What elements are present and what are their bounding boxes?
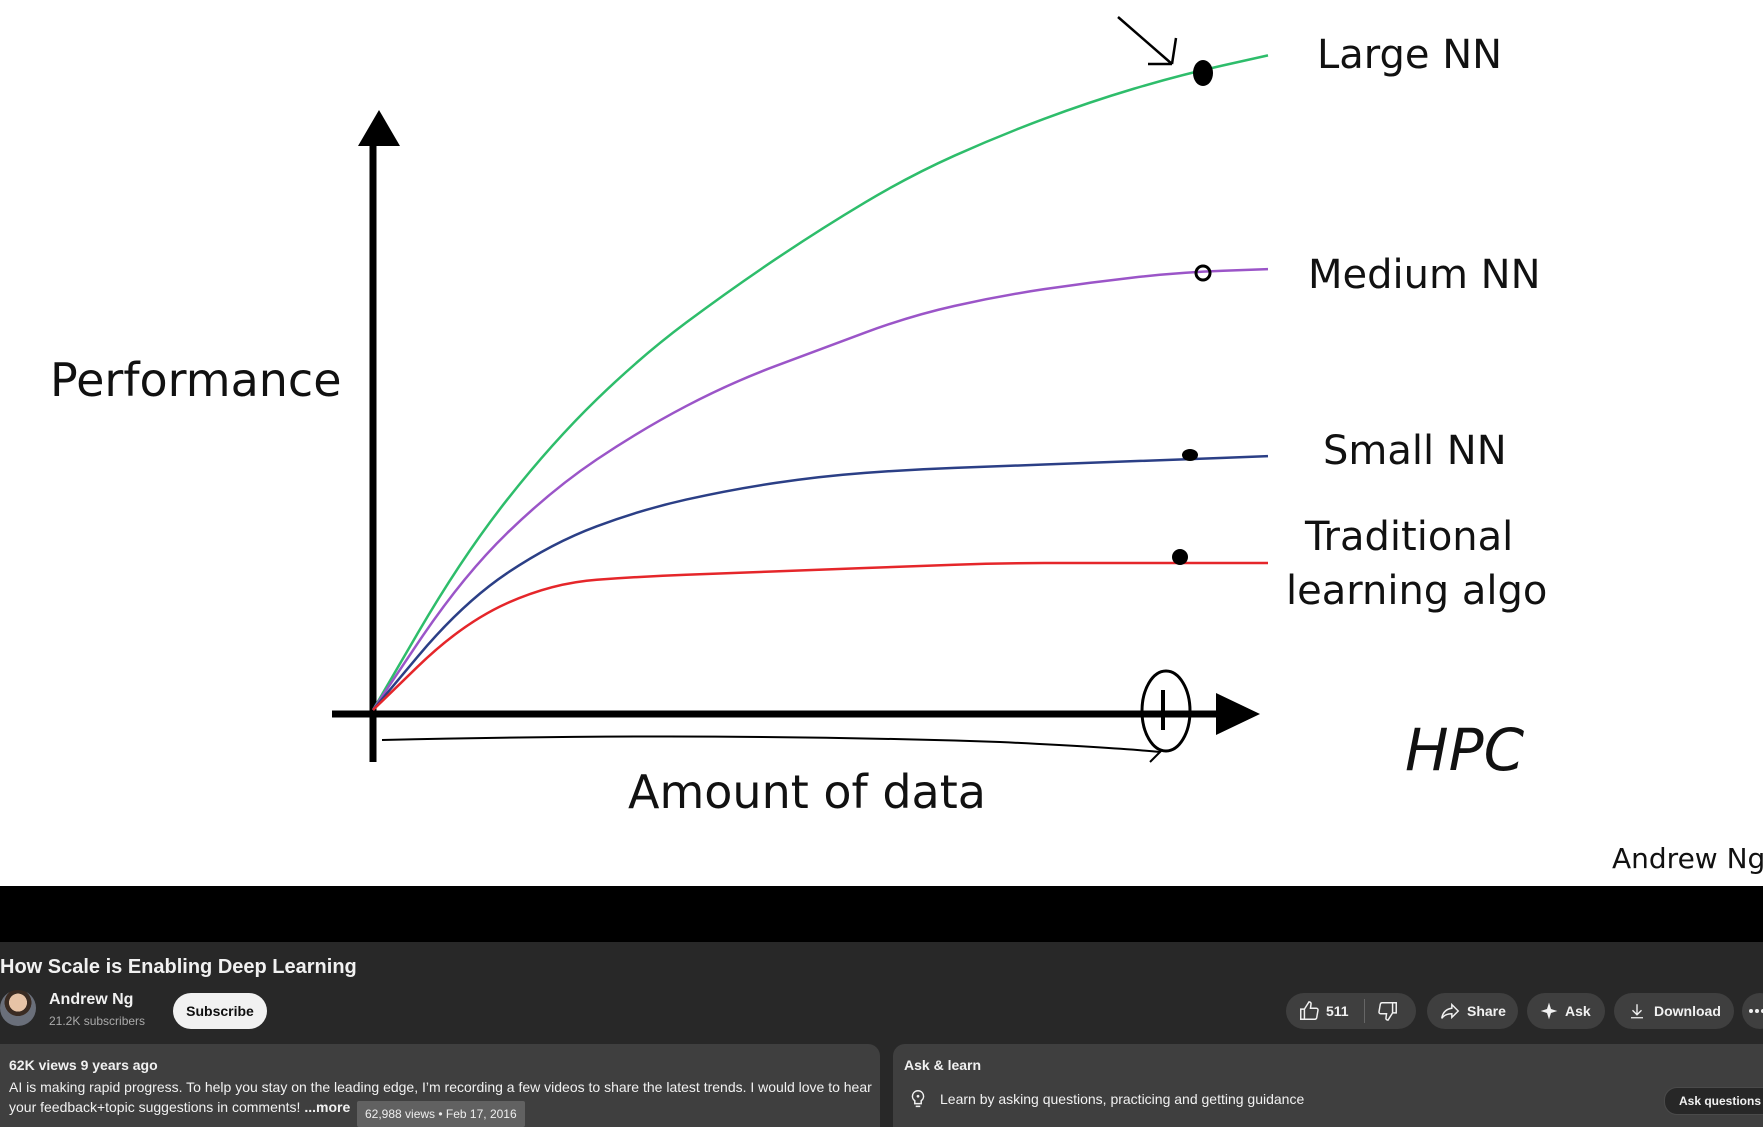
sparkle-icon <box>1540 1002 1558 1020</box>
ask-learn-title: Ask & learn <box>904 1057 982 1073</box>
y-axis-label: Performance <box>50 353 342 407</box>
traditional-label-line2: learning algo <box>1286 568 1547 614</box>
series-line-1 <box>371 267 1269 711</box>
like-count: 511 <box>1326 1003 1349 1019</box>
traditional-marker <box>1172 549 1188 565</box>
views-tooltip: 62,988 views • Feb 17, 2016 <box>357 1101 525 1127</box>
y-axis-arrow <box>358 110 400 146</box>
ask-questions-button[interactable]: Ask questions <box>1664 1087 1763 1115</box>
ask-learn-panel <box>893 1044 1763 1127</box>
player-controls-bar <box>0 886 1763 942</box>
circled-point <box>1140 669 1192 753</box>
medium-nn-label: Medium NN <box>1308 252 1541 298</box>
performance-chart: Performance Amount of data Large NN Medi… <box>50 16 1763 875</box>
ask-button[interactable]: Ask <box>1527 993 1605 1029</box>
large-nn-label: Large NN <box>1317 32 1502 78</box>
avatar[interactable] <box>0 990 36 1026</box>
share-button[interactable]: Share <box>1427 993 1518 1029</box>
x-axis-label: Amount of data <box>628 765 986 819</box>
description-text: AI is making rapid progress. To help you… <box>9 1077 879 1117</box>
large-nn-marker <box>1193 60 1213 86</box>
data-bracket <box>381 735 1163 763</box>
description-body: AI is making rapid progress. To help you… <box>9 1079 872 1115</box>
medium-nn-marker <box>1194 264 1212 282</box>
subscriber-count: 21.2K subscribers <box>49 1014 146 1028</box>
video-player[interactable]: Performance Amount of data Large NN Medi… <box>0 0 1763 886</box>
subscribe-button[interactable]: Subscribe <box>173 993 267 1029</box>
series-line-0 <box>371 54 1269 711</box>
video-title: How Scale is Enabling Deep Learning <box>0 956 357 978</box>
download-button[interactable]: Download <box>1614 993 1734 1029</box>
thumbs-up-icon <box>1300 1001 1319 1020</box>
small-nn-marker <box>1182 449 1198 461</box>
credit-text: Andrew Ng <box>1612 842 1763 875</box>
series-line-2 <box>372 454 1269 711</box>
ask-label: Ask <box>1565 1003 1591 1019</box>
download-icon <box>1631 1004 1643 1019</box>
dislike-button[interactable] <box>1365 1000 1399 1022</box>
lightbulb-icon <box>911 1090 925 1108</box>
traditional-label-line1: Traditional <box>1304 514 1513 560</box>
view-stats: 62K views 9 years ago <box>9 1057 158 1073</box>
channel-name[interactable]: Andrew Ng <box>49 991 134 1008</box>
series-line-3 <box>372 561 1268 711</box>
hand-arrow <box>1117 16 1178 66</box>
ask-learn-text: Learn by asking questions, practicing an… <box>940 1091 1305 1107</box>
small-nn-label: Small NN <box>1323 428 1507 474</box>
x-axis-arrow <box>1216 693 1260 735</box>
like-button[interactable]: 511 <box>1286 1000 1364 1022</box>
like-dislike-group: 511 <box>1286 993 1416 1029</box>
hpc-annotation: HPC <box>1405 716 1525 784</box>
more-icon <box>1749 1009 1763 1013</box>
thumbs-down-icon <box>1378 1002 1397 1021</box>
share-label: Share <box>1467 1003 1506 1019</box>
show-more-link[interactable]: ...more <box>304 1099 351 1115</box>
more-actions-button[interactable] <box>1742 993 1763 1029</box>
download-label: Download <box>1654 1003 1721 1019</box>
share-icon <box>1441 1002 1460 1020</box>
